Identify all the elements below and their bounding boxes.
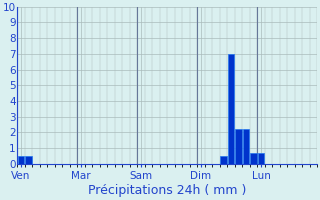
Bar [250,153,257,164]
Bar [220,156,227,164]
Bar [18,156,24,164]
Bar [235,129,242,164]
Bar [228,54,234,164]
Bar [243,129,249,164]
Bar [258,153,264,164]
X-axis label: Précipitations 24h ( mm ): Précipitations 24h ( mm ) [88,184,246,197]
Bar [25,156,32,164]
